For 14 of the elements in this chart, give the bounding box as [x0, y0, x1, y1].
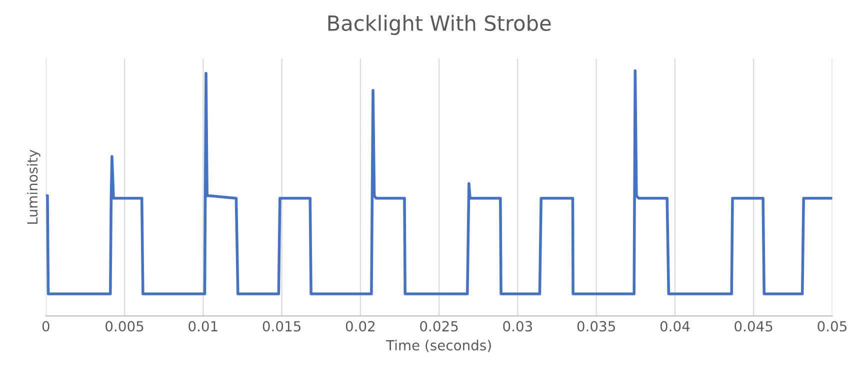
x-tick-label: 0.01 — [188, 321, 218, 332]
x-tick-label: 0.035 — [577, 321, 615, 332]
y-axis-title: Luminosity — [26, 150, 40, 224]
x-tick-label: 0.025 — [420, 321, 458, 332]
chart-title: Backlight With Strobe — [328, 14, 551, 36]
x-tick-label: 0 — [42, 321, 50, 332]
x-tick-label: 0.045 — [734, 321, 772, 332]
x-tick-label: 0.015 — [262, 321, 300, 332]
x-tick-label: 0.03 — [503, 321, 532, 332]
x-axis-title: Time (seconds) — [386, 340, 491, 352]
x-tick-label: 0.04 — [660, 321, 690, 332]
x-tick-label: 0.05 — [818, 321, 846, 332]
x-tick-label: 0.005 — [106, 321, 144, 332]
x-tick-label: 0.02 — [346, 321, 374, 332]
